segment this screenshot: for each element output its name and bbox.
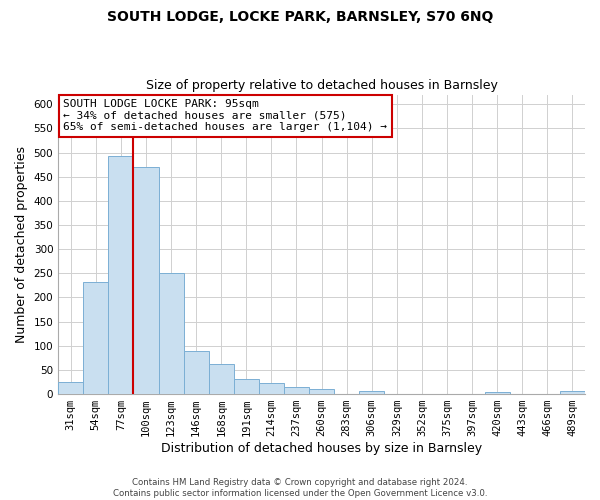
Bar xyxy=(309,389,334,394)
Bar xyxy=(184,350,209,394)
Bar xyxy=(560,391,585,394)
Y-axis label: Number of detached properties: Number of detached properties xyxy=(15,146,28,343)
Bar xyxy=(234,379,259,394)
X-axis label: Distribution of detached houses by size in Barnsley: Distribution of detached houses by size … xyxy=(161,442,482,455)
Bar xyxy=(83,282,109,394)
Bar xyxy=(133,167,158,394)
Bar xyxy=(259,383,284,394)
Bar xyxy=(58,382,83,394)
Bar xyxy=(485,392,510,394)
Text: SOUTH LODGE, LOCKE PARK, BARNSLEY, S70 6NQ: SOUTH LODGE, LOCKE PARK, BARNSLEY, S70 6… xyxy=(107,10,493,24)
Bar xyxy=(158,274,184,394)
Bar xyxy=(109,156,133,394)
Title: Size of property relative to detached houses in Barnsley: Size of property relative to detached ho… xyxy=(146,79,497,92)
Text: Contains HM Land Registry data © Crown copyright and database right 2024.
Contai: Contains HM Land Registry data © Crown c… xyxy=(113,478,487,498)
Bar xyxy=(284,388,309,394)
Bar xyxy=(209,364,234,394)
Text: SOUTH LODGE LOCKE PARK: 95sqm
← 34% of detached houses are smaller (575)
65% of : SOUTH LODGE LOCKE PARK: 95sqm ← 34% of d… xyxy=(64,99,388,132)
Bar xyxy=(359,391,385,394)
